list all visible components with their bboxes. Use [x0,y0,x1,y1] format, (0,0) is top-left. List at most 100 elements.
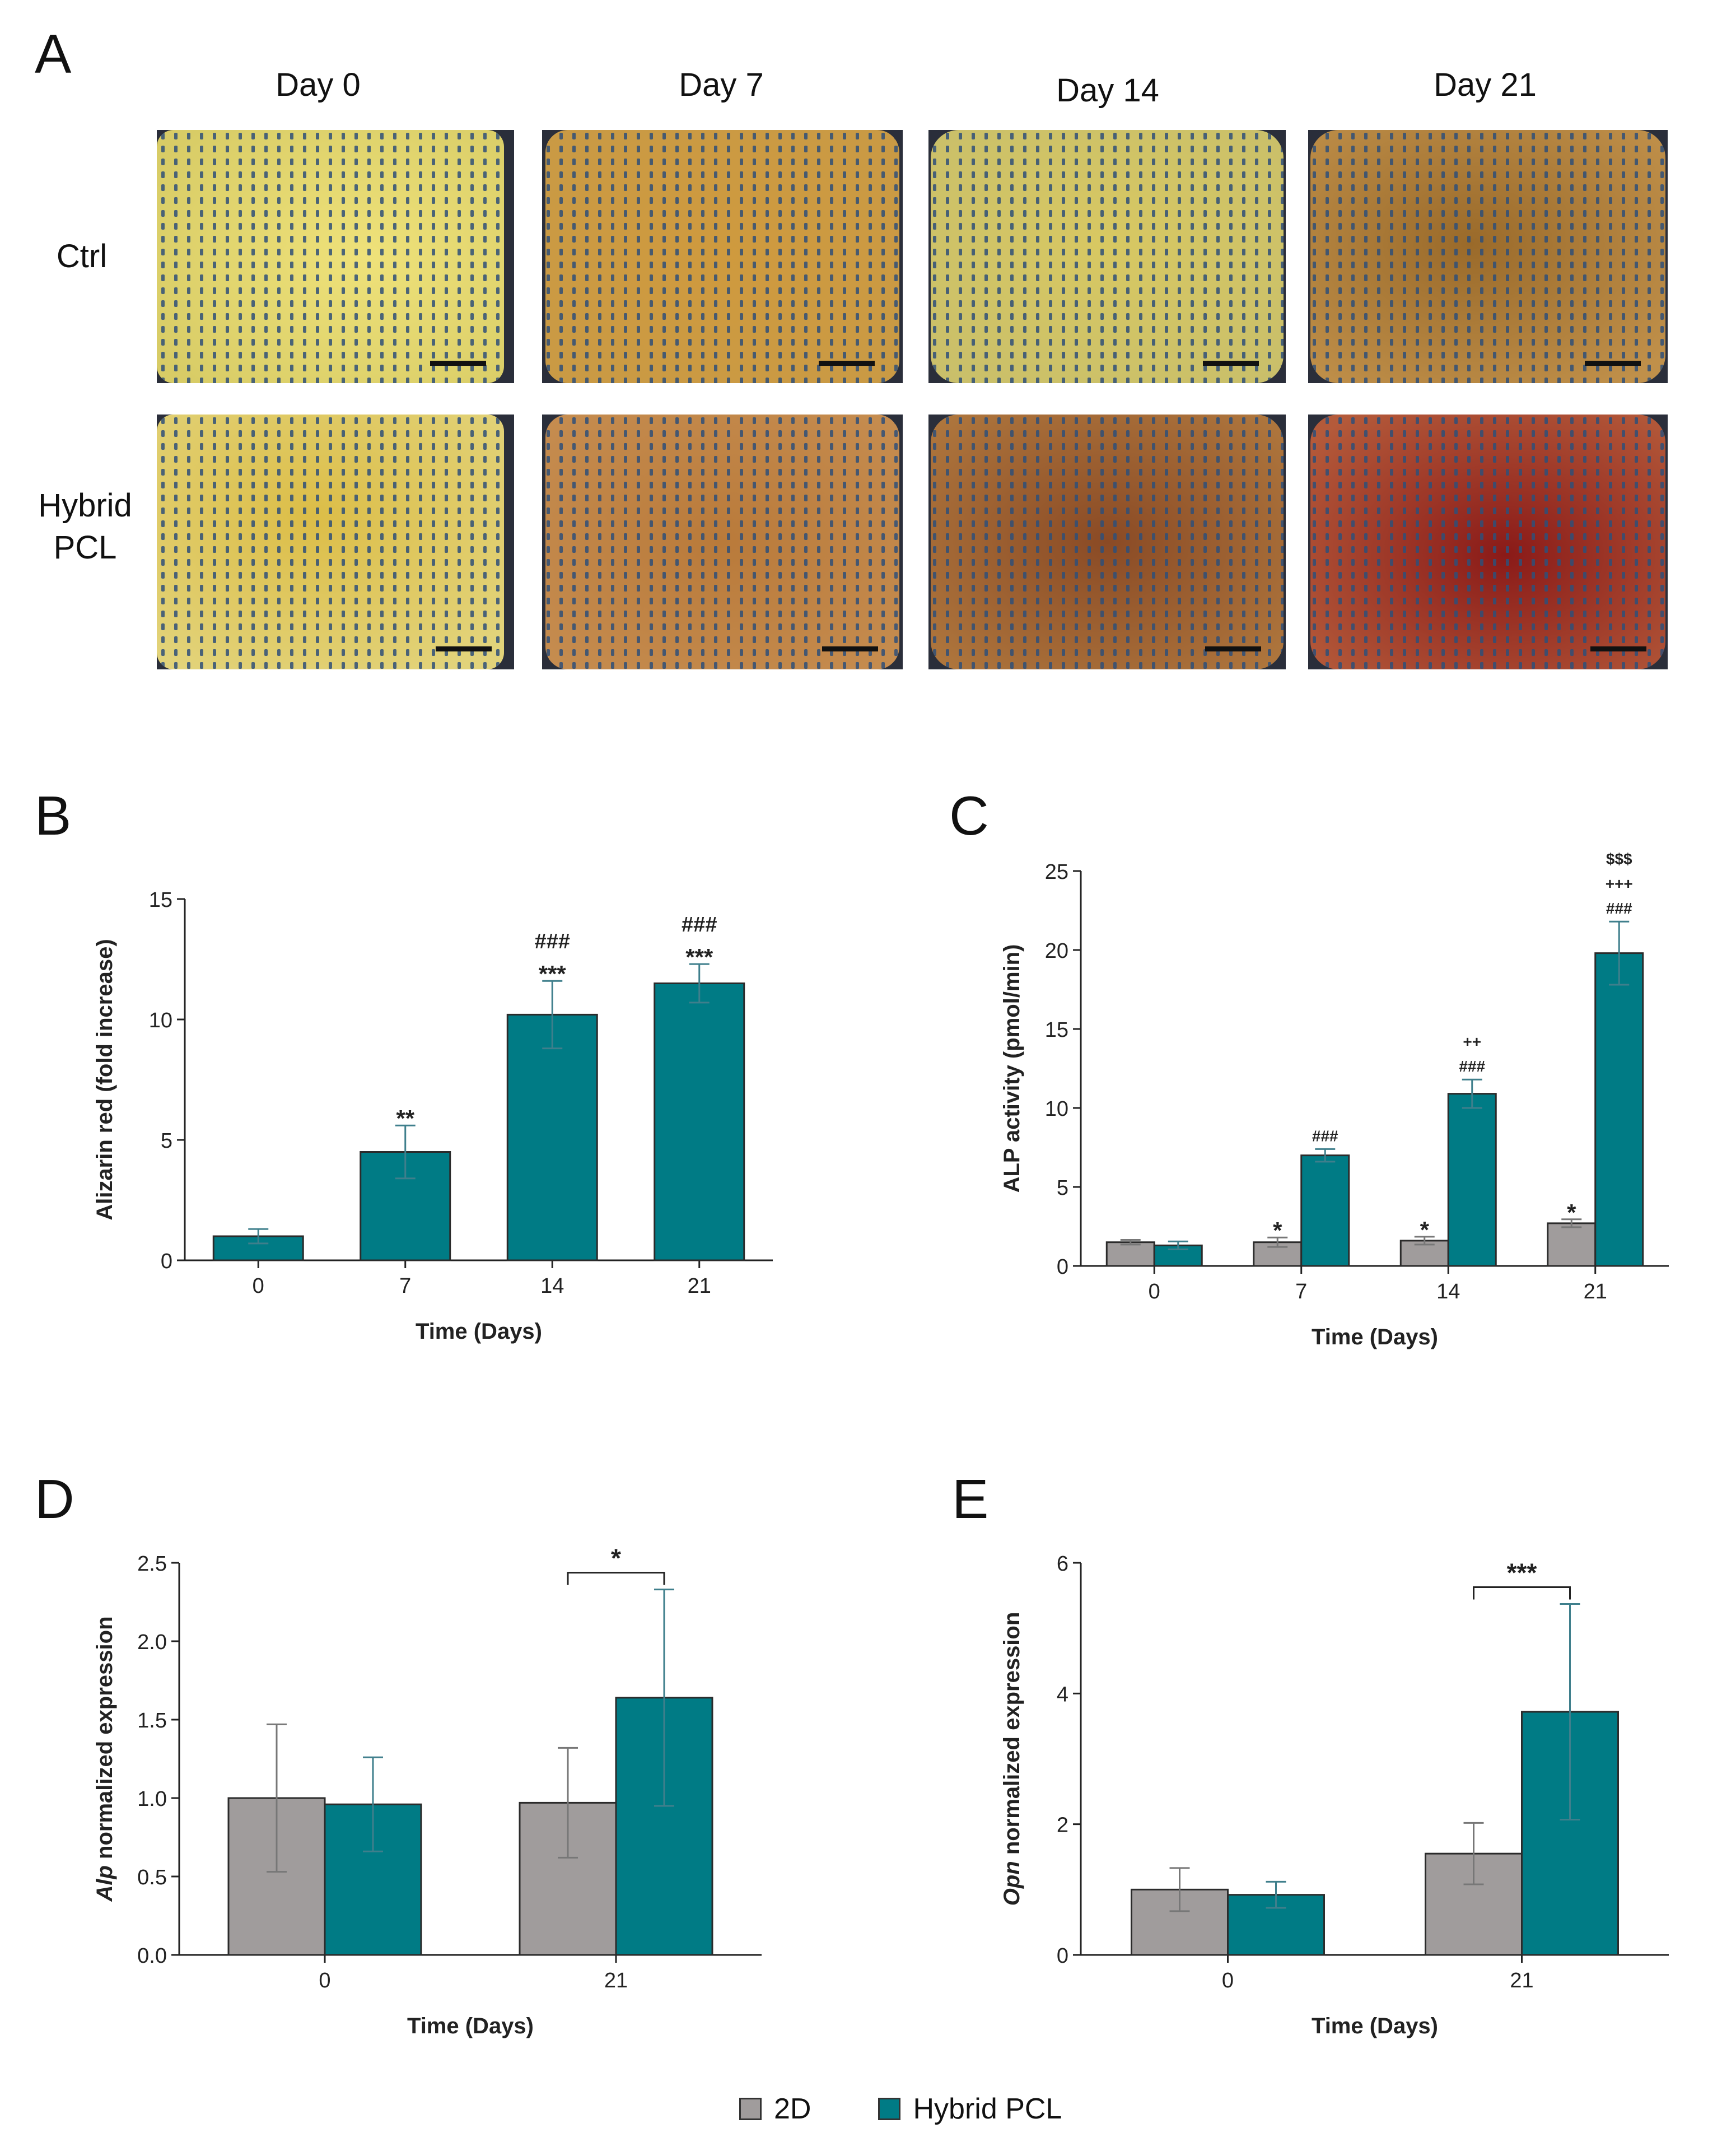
chart-b-x-axis-title: Time (Days) [416,1319,542,1344]
chart-c-y-tick-label: 10 [1045,1097,1068,1121]
chart-c-annotation-day-14: ### [1459,1058,1485,1075]
chart-c-annotation-day-14: * [1420,1217,1430,1243]
chart-d-y-tick-label: 2.0 [137,1631,167,1654]
legend-item-hybrid-pcl: Hybrid PCL [878,2092,1062,2126]
chart-c-annotation-day-7: * [1273,1217,1282,1244]
chart-d-x-axis-title: Time (Days) [407,2014,534,2038]
chart-b-y-tick-label: 5 [161,1129,172,1153]
chart-c-bar-2d-day-0 [1105,1241,1155,1267]
chart-d-y-axis-title-gene: Alp [92,1865,117,1902]
chart-c-bar-hybrid-pcl-day-7 [1300,1154,1350,1267]
chart-e-significance-label: *** [1507,1558,1537,1587]
chart-e-y-axis-title: Opn normalized expression [1000,1612,1024,1906]
chart-b-annotation-day-21: *** [685,944,713,970]
row-label-ctrl: Ctrl [56,238,108,274]
chart-d-alp-expression: 0.0 0.5 1.0 1.5 2.0 2.5 0 21 * Time (Days) Alp nor… [92,1544,762,2038]
chart-d-significance-label: * [611,1544,621,1573]
chart-d-y-tick-label: 1.5 [137,1709,167,1733]
chart-b-bar-hybrid-pcl-day-21 [654,982,745,1261]
chart-b-annotation-day-14: *** [539,961,567,987]
chart-c-alp-activity: 0 5 10 15 20 25 0 7 * ### 14 * ++ ### 21 * $$$ +++ ### Time… [1000,850,1669,1349]
chart-c-bar-hybrid-pcl-day-21 [1594,952,1644,1267]
chart-d-y-tick-label: 2.5 [137,1552,167,1576]
chart-b-x-tick-label: 21 [688,1274,711,1298]
chart-c-bar-2d-day-21 [1547,1222,1597,1267]
chart-e-bar-hybrid-pcl-day-0 [1227,1894,1325,1956]
chart-b-annotation-day-7: ** [396,1105,414,1131]
chart-b-bar-hybrid-pcl-day-14 [506,1013,598,1261]
legend-swatch-2d [739,2098,762,2120]
chart-c-annotation-day-21: * [1567,1199,1576,1226]
legend-label-hybrid-pcl: Hybrid PCL [913,2093,1062,2125]
chart-b-y-axis-title: Alizarin red (fold increase) [92,939,117,1220]
chart-e-y-tick-label: 0 [1057,1944,1068,1968]
chart-c-y-tick-label: 0 [1057,1255,1068,1279]
chart-e-y-axis-title-text: normalized expression [1000,1612,1024,1861]
chart-b-alizarin-red: 0 5 10 15 0 7 ** 14 ### *** 21 ### *** Time (Days) Ali… [92,888,773,1344]
chart-b-annotation-day-21: ### [682,913,717,937]
legend: 2D Hybrid PCL [739,2092,1129,2126]
chart-d-x-tick-label: 21 [604,1969,628,1992]
chart-c-y-tick-label: 25 [1045,860,1068,884]
chart-c-y-axis-title: ALP activity (pmol/min) [1000,944,1024,1193]
column-label-day-21: Day 21 [1434,67,1537,103]
chart-b-y-tick-label: 15 [149,888,172,912]
panel-letter-e: E [952,1468,989,1530]
chart-e-y-tick-label: 2 [1057,1814,1068,1837]
column-label-day-7: Day 7 [679,67,764,103]
chart-c-annotation-day-21: $$$ [1606,850,1632,868]
photo-ctrl-day-14 [928,130,1286,383]
chart-d-significance-bracket [567,1572,665,1585]
photo-hybrid-pcl-day-14 [928,415,1286,669]
chart-d-y-tick-label: 0.0 [137,1944,167,1968]
chart-c-x-axis-title: Time (Days) [1312,1325,1438,1349]
chart-e-x-tick-label: 21 [1510,1969,1533,1992]
chart-c-y-tick-label: 5 [1057,1176,1068,1200]
chart-c-x-tick-label: 14 [1436,1280,1460,1303]
chart-d-y-axis-title-text: normalized expression [92,1616,117,1865]
chart-c-y-tick-label: 15 [1045,1018,1068,1042]
photo-hybrid-pcl-day-0 [157,415,514,669]
chart-c-x-tick-label: 21 [1584,1280,1607,1303]
photo-hybrid-pcl-day-21 [1308,415,1668,669]
chart-e-x-axis-title: Time (Days) [1312,2014,1438,2038]
chart-b-x-tick-label: 14 [540,1274,564,1298]
column-label-day-14: Day 14 [1056,72,1159,109]
panel-letter-a: A [35,23,72,85]
panel-letter-d: D [35,1468,74,1530]
chart-e-opn-expression: 0 2 4 6 0 21 *** Time (Days) Opn normalized expr… [1000,1552,1669,2038]
chart-c-y-tick-label: 20 [1045,939,1068,963]
chart-c-x-tick-label: 7 [1295,1280,1307,1303]
chart-e-y-tick-label: 4 [1057,1683,1068,1706]
chart-c-bar-hybrid-pcl-day-14 [1447,1093,1497,1267]
chart-e-significance-bracket [1473,1586,1571,1600]
photo-hybrid-pcl-day-7 [542,415,903,669]
photo-ctrl-day-0 [157,130,514,383]
legend-swatch-hybrid-pcl [878,2098,901,2120]
chart-b-y-tick-label: 10 [149,1009,172,1032]
chart-c-annotation-day-7: ### [1312,1127,1338,1144]
chart-d-y-axis-title: Alp normalized expression [92,1616,117,1902]
chart-c-annotation-day-14: ++ [1463,1033,1481,1050]
chart-b-y-tick-label: 0 [161,1250,172,1273]
chart-b-x-tick-label: 0 [253,1274,264,1298]
chart-d-bar-2d-day-21 [519,1801,617,1956]
column-label-day-0: Day 0 [276,67,361,103]
chart-d-x-tick-label: 0 [319,1969,330,1992]
chart-b-x-tick-label: 7 [399,1274,411,1298]
chart-b-annotation-day-14: ### [535,930,570,953]
photo-ctrl-day-21 [1308,130,1668,383]
legend-item-2d: 2D [739,2092,811,2126]
chart-d-y-tick-label: 0.5 [137,1866,167,1889]
chart-c-x-tick-label: 0 [1149,1280,1160,1303]
chart-d-y-tick-label: 1.0 [137,1787,167,1811]
panel-letter-c: C [949,785,989,846]
photo-ctrl-day-7 [542,130,903,383]
chart-e-y-axis-title-gene: Opn [1000,1861,1024,1906]
row-label-hybrid-pcl: Hybrid PCL [38,487,132,566]
chart-e-y-tick-label: 6 [1057,1552,1068,1576]
chart-c-annotation-day-21: ### [1606,900,1632,917]
chart-e-x-tick-label: 0 [1222,1969,1234,1992]
panel-letter-b: B [35,785,72,846]
chart-c-annotation-day-21: +++ [1606,875,1633,892]
